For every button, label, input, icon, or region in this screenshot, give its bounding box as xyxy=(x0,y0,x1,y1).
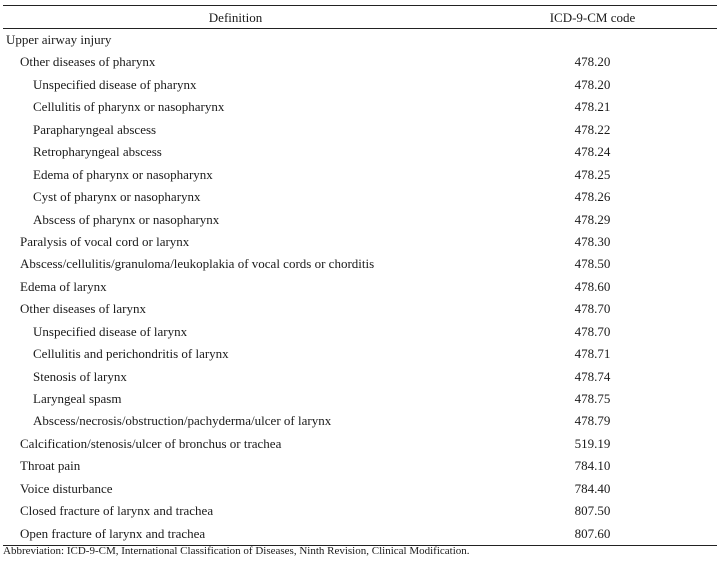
row-definition: Retropharyngeal abscess xyxy=(33,144,162,160)
row-code: 784.10 xyxy=(574,458,611,474)
row-definition: Abscess of pharynx or nasopharynx xyxy=(33,211,220,227)
table-row: Cellulitis and perichondritis of larynx 4… xyxy=(3,343,717,365)
row-code: 478.25 xyxy=(574,166,611,182)
row-definition: Unspecified disease of pharynx xyxy=(33,76,197,92)
row-definition: Abscess/necrosis/obstruction/pachyderma/… xyxy=(33,413,332,429)
table-row: Abscess/necrosis/obstruction/pachyderma/… xyxy=(3,410,717,432)
table-row: Other diseases of pharynx 478.20 xyxy=(3,51,717,73)
row-code: 478.75 xyxy=(574,391,611,406)
row-definition: Upper airway injury xyxy=(6,32,112,47)
row-definition: Voice disturbance xyxy=(20,480,113,496)
row-code: 478.21 xyxy=(574,99,611,115)
row-code: 478.22 xyxy=(574,121,611,137)
table-row: Edema of pharynx or nasopharynx 478.25 xyxy=(3,164,717,186)
row-definition: Other diseases of larynx xyxy=(20,301,146,317)
icd-code-table: Definition ICD-9-CM code Upper airway in… xyxy=(3,5,717,547)
table-row: Retropharyngeal abscess 478.24 xyxy=(3,141,717,163)
row-definition: Abscess/cellulitis/granuloma/leukoplakia… xyxy=(20,256,375,272)
row-definition: Unspecified disease of larynx xyxy=(33,323,188,339)
table-bottom-rule xyxy=(3,545,717,547)
row-code: 478.60 xyxy=(574,278,611,294)
table-row: Upper airway injury xyxy=(3,29,717,51)
table-row: Unspecified disease of pharynx 478.20 xyxy=(3,74,717,96)
table-row: Unspecified disease of larynx 478.70 xyxy=(3,321,717,343)
table-footnote: Abbreviation: ICD-9-CM, International Cl… xyxy=(3,545,470,557)
row-code: 478.24 xyxy=(574,144,611,160)
row-definition: Closed fracture of larynx and trachea xyxy=(20,503,214,519)
header-code: ICD-9-CM code xyxy=(549,10,636,25)
table-body: Upper airway injury Other diseases of pha… xyxy=(3,29,717,545)
table-row: Cyst of pharynx or nasopharynx 478.26 xyxy=(3,186,717,208)
table-row: Parapharyngeal abscess 478.22 xyxy=(3,119,717,141)
row-definition: Cellulitis of pharynx or nasopharynx xyxy=(33,99,225,115)
row-code: 807.60 xyxy=(574,525,611,541)
table-header-row: Definition ICD-9-CM code xyxy=(3,6,717,28)
row-definition: Stenosis of larynx xyxy=(33,368,127,384)
row-definition: Paralysis of vocal cord or larynx xyxy=(20,233,190,249)
row-code: 478.20 xyxy=(574,54,611,70)
table-row: Paralysis of vocal cord or larynx 478.30 xyxy=(3,231,717,253)
row-code: 478.70 xyxy=(574,301,611,317)
table-row: Stenosis of larynx 478.74 xyxy=(3,366,717,388)
row-code: 478.26 xyxy=(574,189,611,205)
table-row: Voice disturbance 784.40 xyxy=(3,478,717,500)
row-definition: Parapharyngeal abscess xyxy=(33,121,157,137)
table-row: Cellulitis of pharynx or nasopharynx 478.… xyxy=(3,96,717,118)
table-header-rule xyxy=(3,28,717,29)
table-row: Open fracture of larynx and trachea 807.6… xyxy=(3,523,717,545)
row-code: 478.30 xyxy=(574,233,611,249)
row-code: 478.20 xyxy=(574,76,611,92)
row-definition: Cyst of pharynx or nasopharynx xyxy=(33,189,201,205)
row-definition: Throat pain xyxy=(20,458,81,474)
row-code: 478.79 xyxy=(574,413,611,429)
table-row: Abscess of pharynx or nasopharynx 478.29 xyxy=(3,209,717,231)
row-code: 519.19 xyxy=(574,435,611,451)
table-row: Other diseases of larynx 478.70 xyxy=(3,298,717,320)
row-code: 478.70 xyxy=(574,323,611,339)
row-code: 478.50 xyxy=(574,256,611,272)
row-definition: Other diseases of pharynx xyxy=(20,54,156,70)
row-code: 784.40 xyxy=(574,480,611,496)
table-top-rule xyxy=(3,5,717,6)
table-row: Abscess/cellulitis/granuloma/leukoplakia… xyxy=(3,253,717,275)
row-definition: Open fracture of larynx and trachea xyxy=(20,525,206,541)
row-code: 478.74 xyxy=(574,368,611,384)
table-row: Edema of larynx 478.60 xyxy=(3,276,717,298)
row-code: 478.71 xyxy=(574,346,611,362)
table-row: Throat pain 784.10 xyxy=(3,455,717,477)
table-row: Laryngeal spasm 478.75 xyxy=(3,388,717,410)
row-definition: Calcification/stenosis/ulcer of bronchus… xyxy=(20,435,282,451)
row-definition: Laryngeal spasm xyxy=(33,391,122,406)
header-definition: Definition xyxy=(208,10,263,25)
table-row: Calcification/stenosis/ulcer of bronchus… xyxy=(3,433,717,455)
table-row: Closed fracture of larynx and trachea 807… xyxy=(3,500,717,522)
row-definition: Edema of pharynx or nasopharynx xyxy=(33,166,213,182)
row-definition: Cellulitis and perichondritis of larynx xyxy=(33,346,229,362)
row-definition: Edema of larynx xyxy=(20,278,107,294)
row-code: 478.29 xyxy=(574,211,611,227)
row-code: 807.50 xyxy=(574,503,611,519)
